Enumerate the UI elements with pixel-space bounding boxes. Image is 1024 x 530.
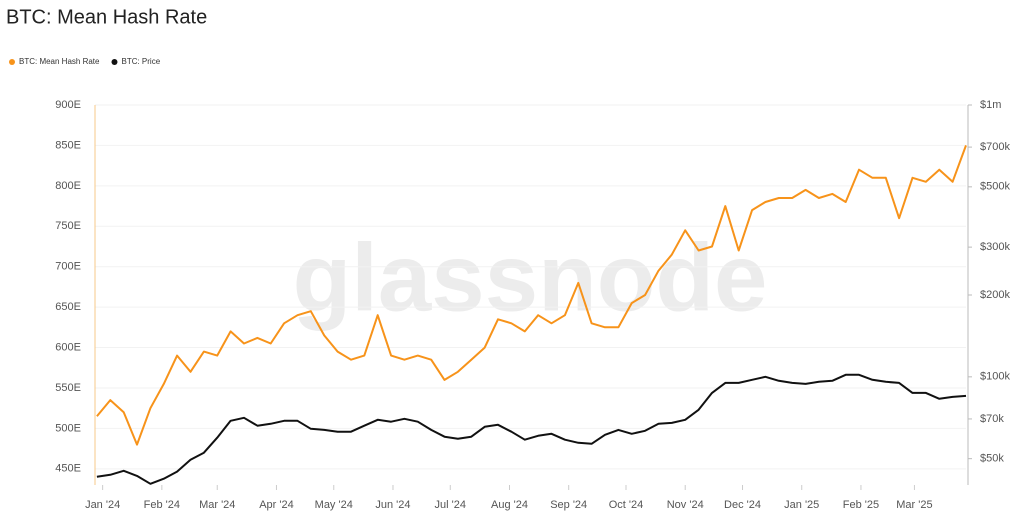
x-tick-label: May '24 <box>315 499 353 511</box>
x-tick-label: Sep '24 <box>550 499 587 511</box>
x-tick-label: Jan '25 <box>784 499 819 511</box>
x-tick-label: Mar '24 <box>199 499 235 511</box>
line-series <box>96 373 967 485</box>
y-tick-label: 750E <box>55 220 81 232</box>
y-tick-label: 650E <box>55 301 81 313</box>
x-tick-label: Apr '24 <box>259 499 294 511</box>
line-series <box>96 145 967 446</box>
y2-tick-label: $700k <box>980 141 1010 153</box>
y-tick-label: 850E <box>55 139 81 151</box>
y-tick-label: 800E <box>55 180 81 192</box>
x-tick-label: Nov '24 <box>667 499 704 511</box>
y2-tick-label: $70k <box>980 413 1004 425</box>
y-tick-label: 500E <box>55 422 81 434</box>
x-tick-label: Aug '24 <box>491 499 528 511</box>
x-tick-label: Jan '24 <box>85 499 120 511</box>
x-tick-label: Dec '24 <box>724 499 761 511</box>
x-tick-label: Feb '25 <box>843 499 879 511</box>
y2-tick-label: $1m <box>980 99 1001 111</box>
y-tick-label: 900E <box>55 99 81 111</box>
watermark: glassnode <box>293 224 768 331</box>
y2-tick-label: $100k <box>980 371 1010 383</box>
y2-tick-label: $500k <box>980 181 1010 193</box>
x-tick-label: Feb '24 <box>144 499 180 511</box>
legend-label: BTC: Mean Hash Rate <box>19 57 100 66</box>
x-tick-label: Oct '24 <box>609 499 644 511</box>
y2-tick-label: $300k <box>980 241 1010 253</box>
y-tick-label: 450E <box>55 463 81 475</box>
y-tick-label: 600E <box>55 341 81 353</box>
legend-label: BTC: Price <box>121 57 160 66</box>
y-tick-label: 700E <box>55 261 81 273</box>
y2-tick-label: $50k <box>980 453 1004 465</box>
x-tick-label: Mar '25 <box>896 499 932 511</box>
y-tick-label: 550E <box>55 382 81 394</box>
x-tick-label: Jul '24 <box>435 499 466 511</box>
x-tick-label: Jun '24 <box>375 499 410 511</box>
legend-marker <box>111 59 118 65</box>
legend-marker <box>9 59 15 65</box>
y2-tick-label: $200k <box>980 289 1010 301</box>
chart-title: BTC: Mean Hash Rate <box>6 6 207 28</box>
